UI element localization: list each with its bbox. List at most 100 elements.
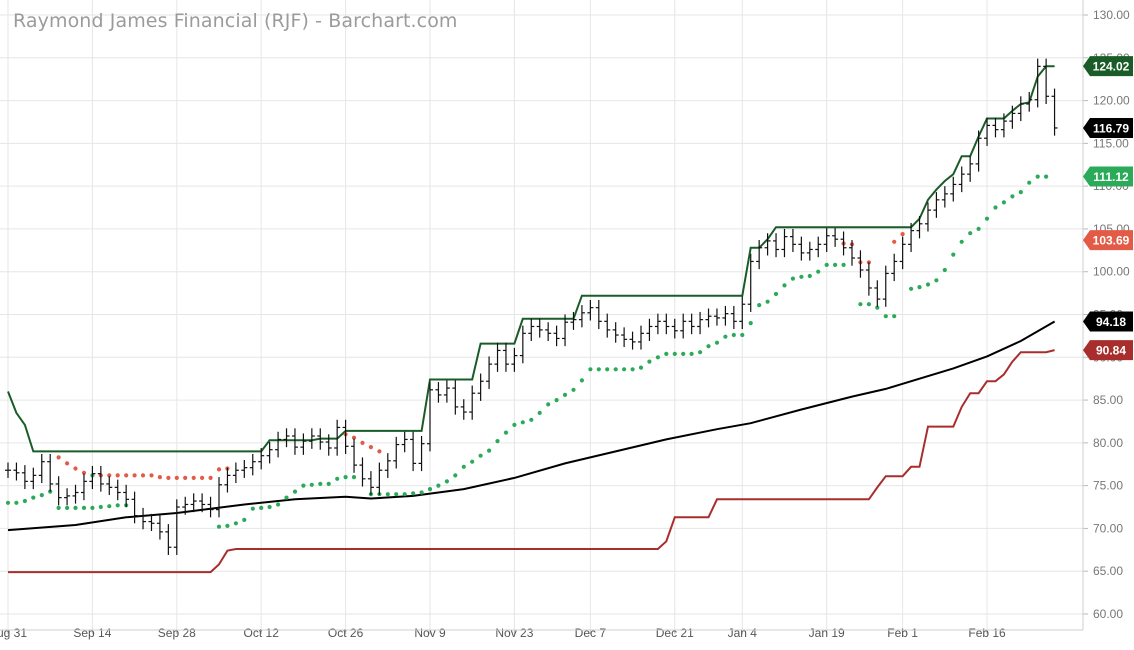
sar-dot [368, 445, 373, 450]
price-bar [789, 228, 796, 253]
sar-dot [841, 262, 846, 267]
price-bar [849, 240, 855, 266]
price-bar [452, 380, 459, 415]
price-bar [857, 250, 864, 278]
sar-dot [1027, 180, 1032, 185]
price-bar [992, 117, 999, 138]
price-bar [80, 473, 87, 501]
sar-dot [503, 430, 509, 435]
chart-title: Raymond James Financial (RJF) - Barchart… [13, 10, 458, 32]
sar-dot [571, 387, 576, 392]
sar-dot [833, 262, 838, 267]
sar-dot [976, 226, 981, 231]
sar-dot [301, 483, 306, 488]
sar-dot [731, 332, 736, 338]
price-bar [722, 305, 729, 326]
price-bar [587, 299, 594, 321]
price-bar [629, 331, 636, 350]
sar-dot [1010, 194, 1015, 199]
price-bar [941, 186, 948, 208]
sar-dot [259, 505, 264, 510]
sar-dot [554, 398, 559, 403]
price-label-text: 90.84 [1096, 344, 1126, 358]
price-bar [798, 236, 805, 261]
price-bar [570, 311, 577, 330]
x-tick-label: Feb 1 [887, 626, 918, 640]
price-label-bg [1083, 230, 1133, 251]
price-bar [283, 428, 290, 448]
price-bar [958, 166, 965, 193]
sar-dot [807, 273, 812, 279]
price-bar [553, 325, 560, 347]
sar-dot [351, 475, 357, 480]
price-bar [123, 484, 130, 508]
sar-dot [1035, 174, 1040, 179]
x-tick-label: Sep 28 [158, 626, 196, 640]
price-label: 94.18 [1083, 311, 1133, 332]
sar-dot [351, 435, 357, 440]
price-bar [30, 467, 37, 490]
price-bar [739, 296, 746, 330]
sar-dot [1001, 200, 1007, 205]
sar-dot [216, 524, 222, 529]
sar-dot [537, 410, 542, 415]
price-bar [908, 222, 915, 253]
y-tick-label: 60.00 [1093, 607, 1123, 621]
price-bar [933, 192, 940, 218]
sar-dot [824, 262, 829, 267]
price-label-bg [1083, 340, 1133, 361]
sar-dot [951, 252, 956, 257]
price-bar [258, 447, 265, 470]
price-bar [5, 462, 11, 478]
sar-dot [495, 439, 500, 444]
sar-dot [174, 475, 179, 480]
price-bar [359, 457, 366, 487]
sar-dot [81, 470, 87, 475]
price-bar [182, 496, 189, 515]
sar-dot [318, 481, 323, 486]
sar-dot [647, 359, 652, 364]
sar-dot [689, 351, 694, 356]
price-bar [536, 318, 543, 338]
sar-dot [470, 459, 475, 464]
price-bar [418, 436, 425, 472]
price-bar [756, 240, 763, 270]
sar-dot [765, 299, 770, 304]
price-bar [249, 453, 256, 476]
sar-dot [292, 489, 298, 494]
sar-dot [225, 523, 230, 529]
sar-dot [993, 205, 998, 210]
price-label: 124.02 [1083, 56, 1133, 77]
price-label-bg [1083, 118, 1133, 139]
price-bar [241, 459, 248, 478]
price-bar [764, 233, 771, 256]
price-bar [21, 465, 28, 490]
y-tick-label: 80.00 [1093, 436, 1123, 450]
sar-dot [107, 504, 112, 509]
sar-dot [487, 448, 492, 453]
price-bar [38, 453, 45, 484]
sar-dot [655, 355, 661, 360]
sar-dot [343, 475, 348, 480]
price-bar [578, 305, 585, 328]
price-bar [654, 313, 661, 335]
price-bar [882, 265, 889, 307]
sar-dot [605, 367, 610, 372]
sar-dot [740, 332, 745, 338]
sar-dot [453, 473, 458, 478]
price-bar [1017, 96, 1024, 122]
price-bar [713, 308, 720, 326]
sar-dot [968, 231, 973, 236]
sar-dot [233, 521, 238, 526]
x-tick-label: Sep 14 [73, 626, 111, 640]
sar-dot [385, 492, 390, 497]
sar-dot [39, 493, 44, 498]
price-bar [173, 499, 180, 555]
sar-dot [191, 475, 196, 480]
price-bars [5, 58, 1058, 555]
price-bar [840, 231, 847, 256]
sar-dot [546, 402, 551, 407]
sar-dot [984, 216, 990, 221]
sar-dot [934, 278, 939, 283]
sar-dot [90, 505, 95, 510]
